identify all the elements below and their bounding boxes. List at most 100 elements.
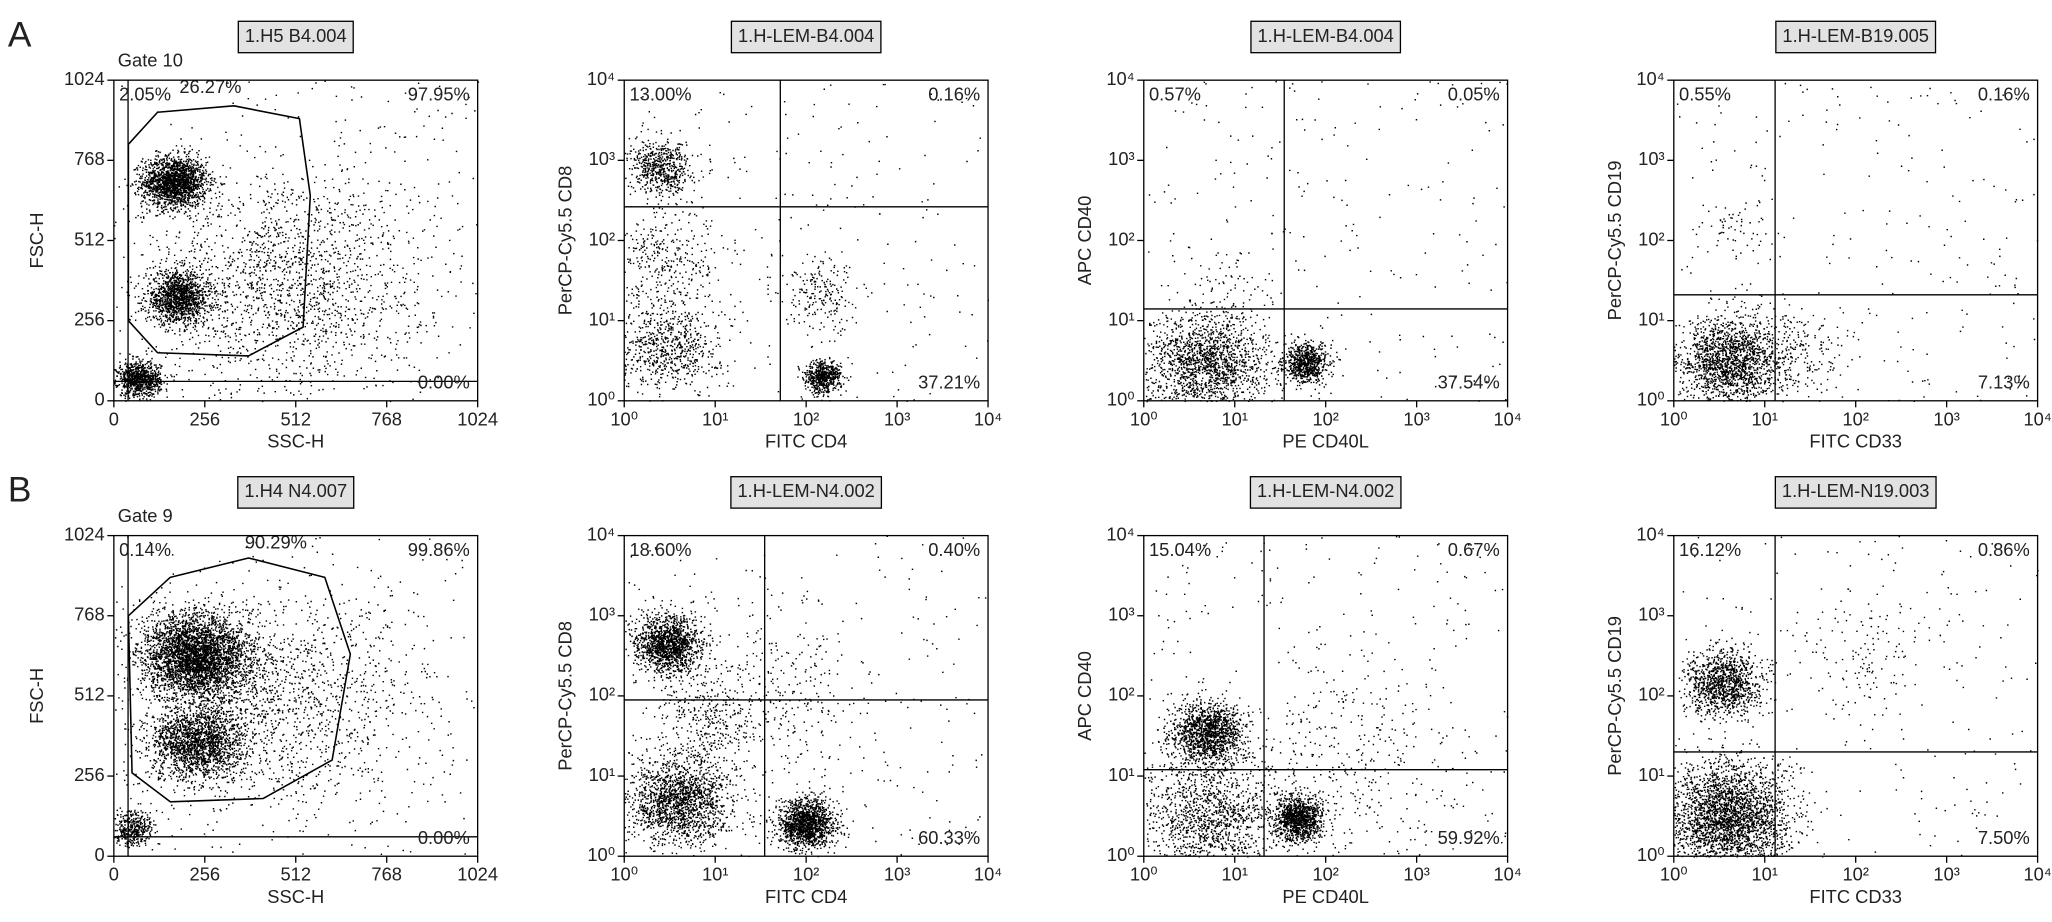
gate (127, 557, 352, 803)
x-tick-label: 10² (1842, 408, 1868, 429)
quadrant-percent: 0.67% (1448, 539, 1500, 560)
panel-title: 1.H-LEM-B19.005 (1782, 25, 1929, 46)
quadrant-percent: 0.00% (418, 827, 470, 848)
y-axis-label: APC CD40 (1074, 651, 1095, 741)
x-tick-label: 10¹ (1752, 408, 1778, 429)
event-cluster (758, 240, 886, 348)
x-tick-label: 10⁰ (1660, 864, 1688, 885)
y-tick-label: 10⁰ (1637, 389, 1665, 410)
y-tick-label: 10⁰ (587, 389, 615, 410)
event-cluster (1789, 600, 1951, 750)
x-tick-label: 0 (109, 408, 119, 429)
y-tick-label: 10³ (1638, 604, 1664, 625)
x-tick-label: 512 (280, 864, 311, 885)
title-box (237, 476, 355, 509)
y-tick-label: 10² (1108, 684, 1134, 705)
y-tick-label: 10¹ (589, 308, 615, 329)
x-tick-label: 10¹ (702, 864, 728, 885)
x-tick-label: 10³ (1933, 864, 1959, 885)
title-box (237, 20, 354, 54)
event-cluster (1692, 198, 1773, 265)
plot-frame (1143, 79, 1509, 402)
event-cluster (122, 138, 227, 237)
event-cluster (634, 658, 793, 781)
y-tick-label: 10⁴ (1106, 523, 1134, 544)
x-tick-label: 1024 (457, 408, 498, 429)
y-tick-label: 10³ (1108, 604, 1134, 625)
y-tick-label: 10² (589, 228, 615, 249)
y-tick-label: 256 (74, 308, 105, 329)
x-tick-label: 10⁰ (1130, 408, 1158, 429)
quadrant-percent: 0.16% (1978, 84, 2030, 105)
y-tick-label: 10⁰ (1107, 389, 1135, 410)
event-cluster (645, 592, 929, 800)
panel-title: 1.H-LEM-B4.004 (1257, 25, 1393, 46)
x-tick-label: 10² (793, 864, 819, 885)
y-tick-label: 10⁰ (1107, 844, 1135, 865)
y-tick-label: 0 (95, 844, 105, 865)
event-cluster (1252, 779, 1353, 857)
x-tick-label: 10⁴ (2023, 864, 2051, 885)
x-tick-label: 10⁴ (974, 408, 1002, 429)
y-tick-label: 10¹ (1108, 308, 1134, 329)
x-tick-label: 10³ (884, 864, 910, 885)
quadrant-percent: 13.00% (629, 84, 691, 105)
event-cluster (1199, 631, 1470, 856)
event-cluster (1673, 289, 1810, 403)
plot-frame (623, 79, 989, 402)
x-tick-label: 10³ (1403, 864, 1429, 885)
plot-frame (1673, 79, 2039, 402)
title-box (1775, 20, 1937, 54)
quadrant-percent: 0.16% (928, 84, 980, 105)
x-axis-label: FITC CD4 (765, 431, 847, 452)
x-tick-label: 10² (1312, 864, 1338, 885)
x-tick-label: 10² (1312, 408, 1338, 429)
y-tick-label: 768 (74, 148, 105, 169)
y-tick-label: 10⁴ (587, 523, 615, 544)
event-cluster (1144, 711, 1310, 858)
x-tick-label: 512 (280, 408, 311, 429)
event-cluster (797, 345, 853, 402)
x-tick-label: 768 (371, 864, 402, 885)
x-axis-label: FITC CD4 (765, 886, 847, 907)
event-cluster (1678, 629, 1778, 730)
panel-title: 1.H-LEM-N4.002 (737, 480, 874, 501)
gate-percent: 26.27% (179, 76, 241, 97)
panel-title: 1.H5 B4.004 (245, 25, 347, 46)
y-tick-label: 10² (1638, 684, 1664, 705)
y-tick-label: 10¹ (1638, 308, 1664, 329)
y-tick-label: 256 (74, 764, 105, 785)
event-cluster (1267, 333, 1340, 397)
y-tick-label: 10⁴ (1636, 523, 1664, 544)
quadrant-percent: 15.04% (1149, 539, 1211, 560)
x-axis-label: FITC CD33 (1809, 431, 1902, 452)
plot-frame (113, 534, 479, 857)
x-tick-label: 10⁰ (610, 408, 638, 429)
x-tick-label: 10⁴ (1493, 408, 1521, 429)
event-cluster (624, 273, 752, 402)
event-cluster (1673, 714, 1828, 858)
y-tick-label: 10⁴ (1636, 68, 1664, 89)
x-axis-label: FITC CD33 (1809, 886, 1902, 907)
quadrant-percent: 99.86% (408, 539, 470, 560)
event-cluster (624, 202, 742, 328)
x-tick-label: 10¹ (1221, 408, 1247, 429)
title-box (1250, 20, 1402, 54)
quadrant-percent: 18.60% (629, 539, 691, 560)
gate-percent: 90.29% (245, 531, 307, 552)
background-events (115, 536, 468, 856)
y-tick-label: 10⁴ (1106, 68, 1134, 89)
x-tick-label: 10⁴ (2023, 408, 2051, 429)
x-axis-label: SSC-H (267, 886, 324, 907)
quadrant-percent: 0.86% (1978, 539, 2030, 560)
quadrant-percent: 0.57% (1149, 84, 1201, 105)
y-axis-label: PerCP-Cy5.5 CD19 (1604, 616, 1625, 776)
panel-title: 1.H-LEM-N4.002 (1257, 480, 1394, 501)
event-cluster (126, 259, 238, 343)
panel-label: A (8, 15, 32, 54)
quadrant-percent: 0.55% (1679, 84, 1731, 105)
y-axis-label: FSC-H (26, 213, 47, 269)
y-tick-label: 10⁰ (1637, 844, 1665, 865)
y-tick-label: 10³ (589, 148, 615, 169)
